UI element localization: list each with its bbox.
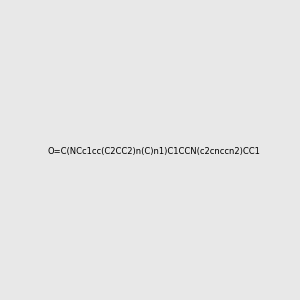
Text: O=C(NCc1cc(C2CC2)n(C)n1)C1CCN(c2cnccn2)CC1: O=C(NCc1cc(C2CC2)n(C)n1)C1CCN(c2cnccn2)C… — [47, 147, 260, 156]
